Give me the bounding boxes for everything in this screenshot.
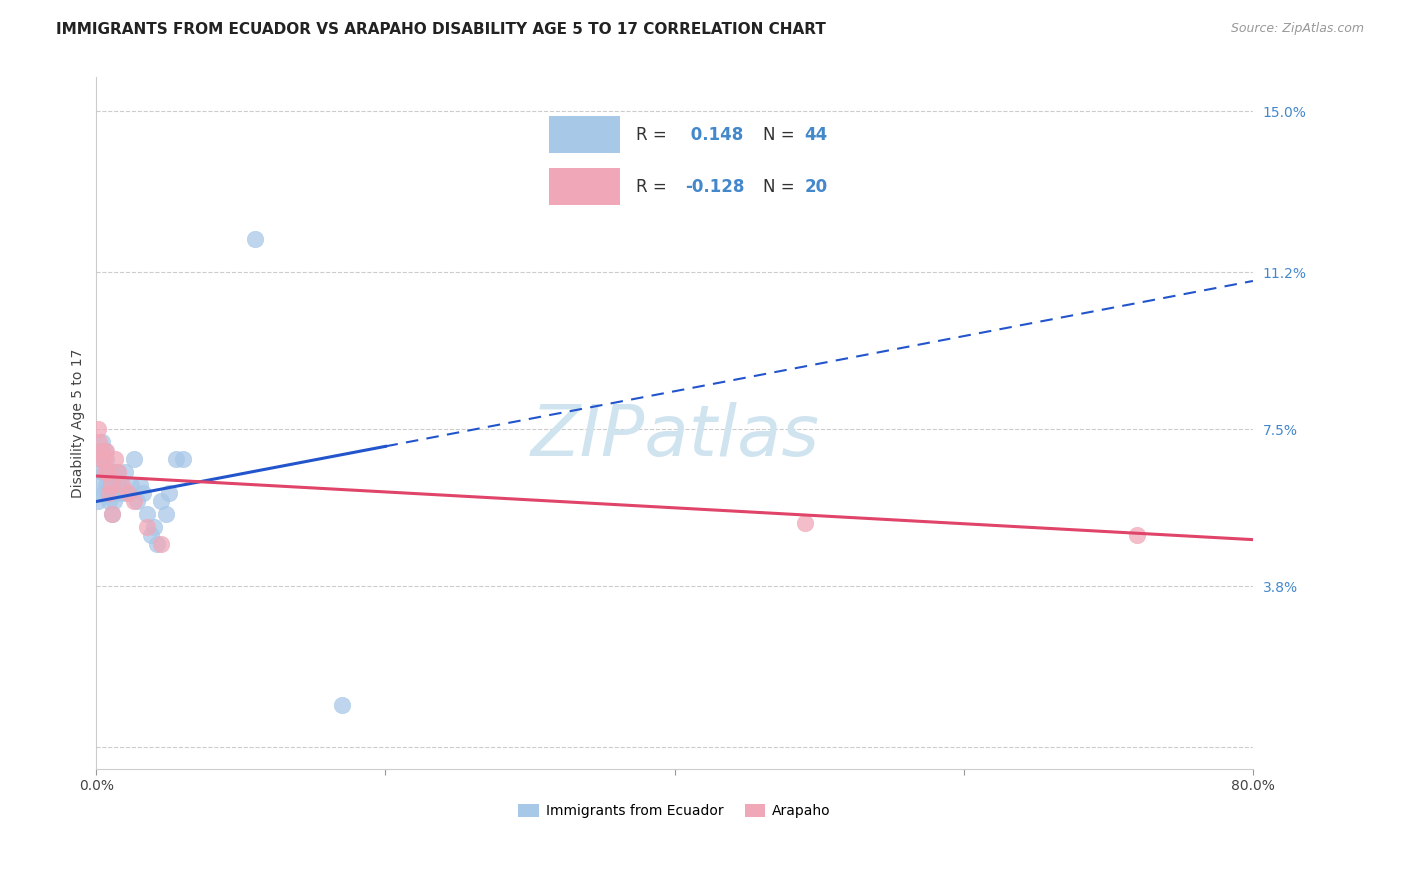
Point [105,486,128,500]
Legend: Immigrants from Ecuador, Arapaho: Immigrants from Ecuador, Arapaho [513,798,837,824]
Point [150,494,173,508]
Point [111,477,134,491]
Point [87,422,110,436]
Point [98,494,121,508]
Point [90,452,112,467]
Point [100,477,122,491]
Point [136,507,159,521]
Point [1126,528,1149,542]
Point [114,465,136,479]
Point [93,486,115,500]
Point [94,465,117,479]
Point [90,452,112,467]
Point [143,520,166,534]
Point [97,486,120,500]
Point [136,520,159,534]
Point [96,443,118,458]
Point [245,231,267,245]
Point [100,486,122,500]
Point [94,465,117,479]
Point [97,465,120,479]
Point [101,507,124,521]
Point [111,486,134,500]
Point [94,443,117,458]
Point [120,477,142,491]
Point [96,477,118,491]
Point [103,494,125,508]
Point [104,477,127,491]
Point [122,494,145,508]
Point [101,507,124,521]
Point [91,465,114,479]
Point [87,494,110,508]
Text: Source: ZipAtlas.com: Source: ZipAtlas.com [1230,22,1364,36]
Point [100,465,122,479]
Point [141,528,163,542]
Point [125,494,148,508]
Point [793,516,815,530]
Point [107,465,129,479]
Point [104,465,127,479]
Point [104,452,127,467]
Point [146,537,169,551]
Point [330,698,353,712]
Point [122,452,145,467]
Point [98,477,121,491]
Point [155,507,177,521]
Point [97,465,120,479]
Point [108,477,131,491]
Point [93,452,115,467]
Point [98,486,121,500]
Text: IMMIGRANTS FROM ECUADOR VS ARAPAHO DISABILITY AGE 5 TO 17 CORRELATION CHART: IMMIGRANTS FROM ECUADOR VS ARAPAHO DISAB… [56,22,827,37]
Point [91,443,114,458]
Point [128,477,150,491]
Point [107,465,129,479]
Point [90,443,112,458]
Point [157,486,180,500]
Point [150,537,173,551]
Point [117,486,139,500]
Point [103,486,125,500]
Point [172,452,194,467]
Y-axis label: Disability Age 5 to 17: Disability Age 5 to 17 [72,349,86,498]
Point [89,435,111,450]
Point [165,452,187,467]
Point [91,435,114,450]
Point [131,486,153,500]
Point [89,477,111,491]
Point [117,486,139,500]
Text: ZIPatlas: ZIPatlas [530,402,820,471]
Point [96,452,118,467]
